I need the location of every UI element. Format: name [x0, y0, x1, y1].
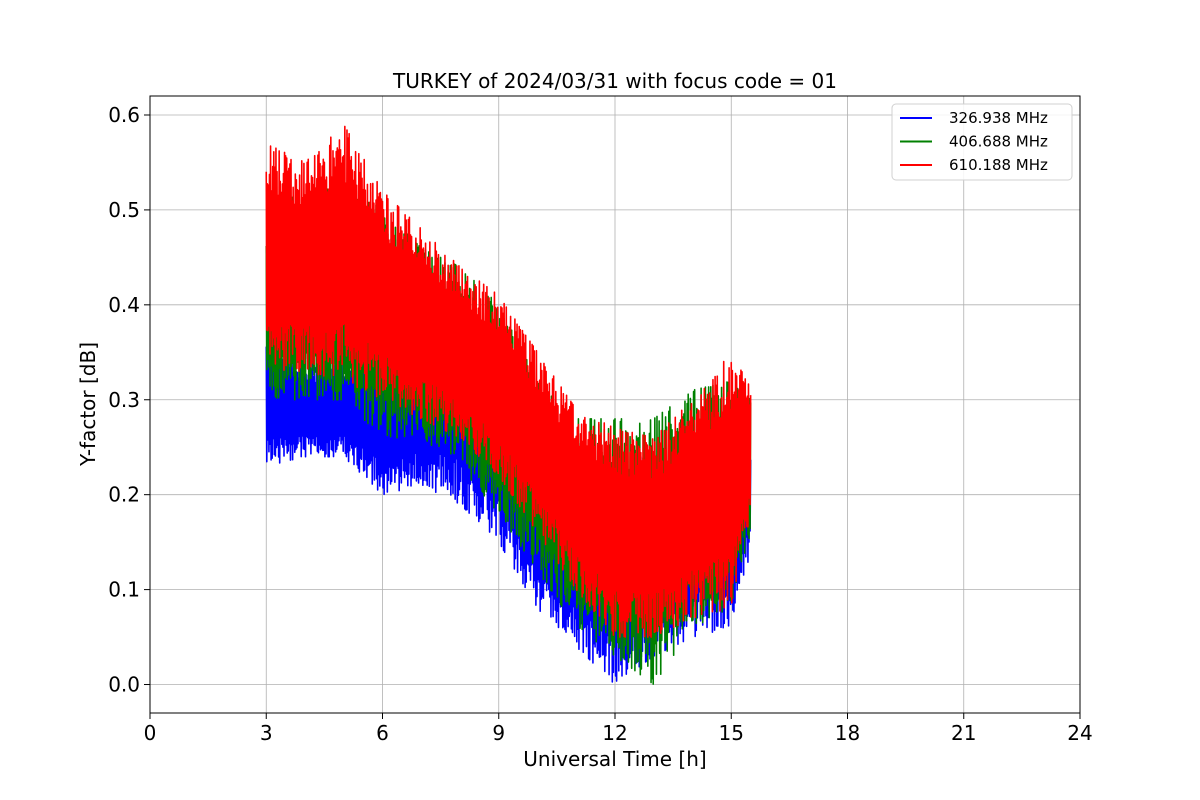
- y-tick-label: 0.4: [108, 293, 140, 317]
- y-tick-label: 0.0: [108, 673, 140, 697]
- ticks: 0 3 6 9 12 15 18 21 24 0.0 0.1 0.2 0.3 0.4 0.5 0.6: [108, 103, 1093, 745]
- x-tick-label: 0: [144, 721, 157, 745]
- x-tick-label: 3: [260, 721, 273, 745]
- legend-entry: 406.688 MHz: [949, 133, 1048, 151]
- x-axis-label: Universal Time [h]: [523, 747, 706, 771]
- x-tick-label: 21: [951, 721, 976, 745]
- x-tick-label: 9: [492, 721, 505, 745]
- x-tick-label: 15: [719, 721, 744, 745]
- x-tick-label: 12: [602, 721, 627, 745]
- x-tick-label: 24: [1067, 721, 1092, 745]
- y-tick-label: 0.2: [108, 483, 140, 507]
- legend-box: [891, 103, 1073, 181]
- x-tick-label: 18: [835, 721, 860, 745]
- series-layer: [265, 125, 752, 685]
- y-tick-label: 0.5: [108, 198, 140, 222]
- legend: 326.938 MHz 406.688 MHz 610.188 MHz: [891, 103, 1073, 181]
- chart-title: TURKEY of 2024/03/31 with focus code = 0…: [392, 69, 837, 93]
- legend-entry: 326.938 MHz: [949, 109, 1048, 127]
- legend-entry: 610.188 MHz: [949, 156, 1048, 174]
- y-axis-label: Y-factor [dB]: [76, 342, 100, 467]
- x-tick-label: 6: [376, 721, 389, 745]
- y-tick-label: 0.3: [108, 388, 140, 412]
- y-tick-label: 0.1: [108, 578, 140, 602]
- series-line: [265, 125, 752, 638]
- y-tick-label: 0.6: [108, 103, 140, 127]
